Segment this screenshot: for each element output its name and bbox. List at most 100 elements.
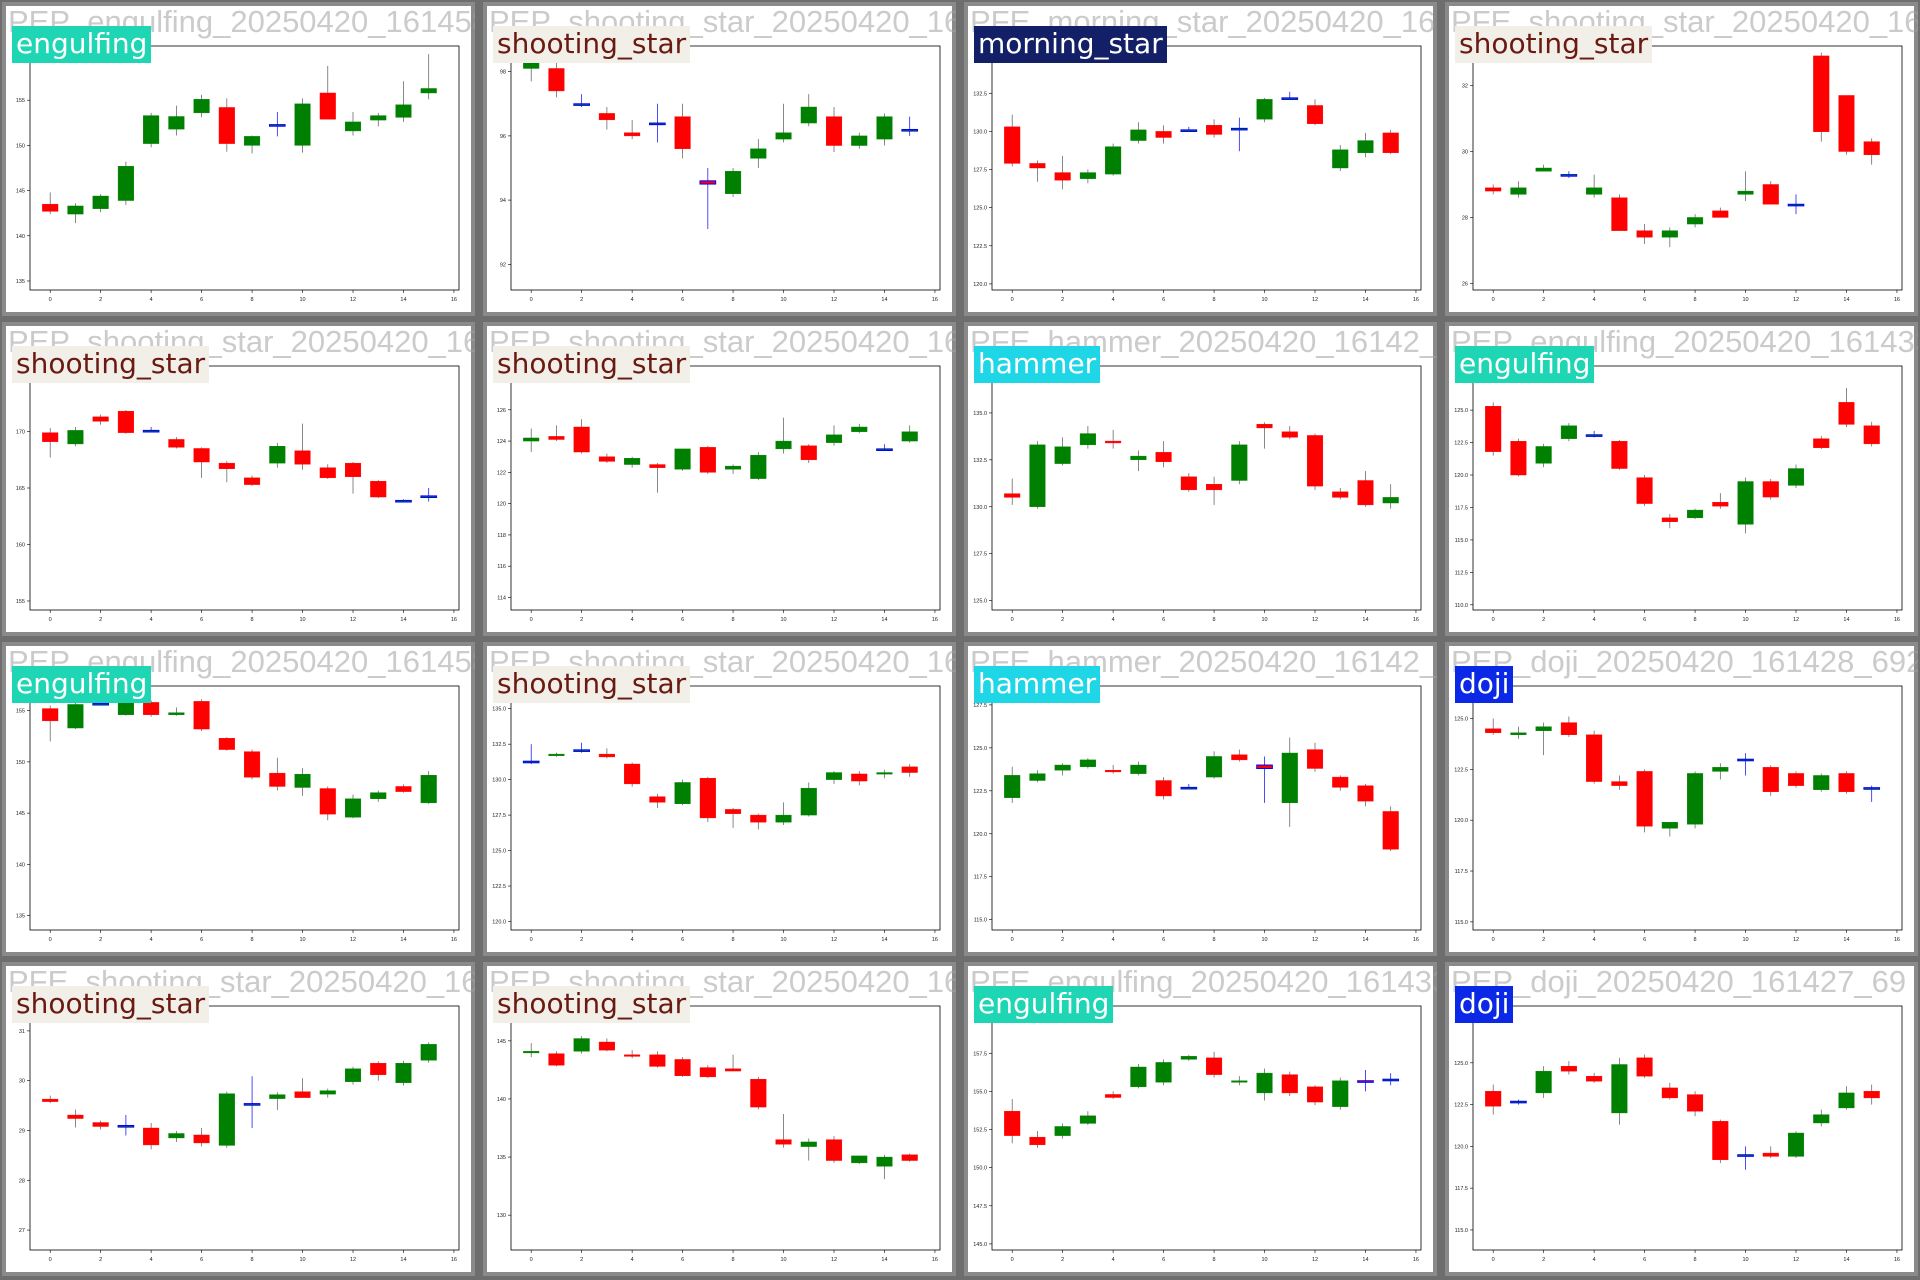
candle-body	[1510, 187, 1527, 195]
y-tick-label: 92	[500, 262, 506, 268]
candle-body	[1737, 758, 1754, 762]
candle	[1737, 753, 1754, 776]
candle	[319, 786, 336, 821]
y-tick-label: 147.5	[973, 1204, 987, 1210]
candle-body	[1712, 767, 1729, 772]
x-tick-label: 10	[1742, 617, 1748, 623]
candle-body	[573, 749, 590, 752]
x-tick-label: 0	[1492, 617, 1495, 623]
candle-body	[1054, 172, 1071, 181]
candle-body	[1586, 734, 1603, 782]
candle-body	[1687, 1094, 1704, 1112]
candle-body	[548, 753, 565, 756]
candle-body	[573, 426, 590, 453]
candle-body	[1180, 476, 1197, 491]
candle	[1256, 97, 1273, 123]
candle	[395, 81, 412, 122]
candle	[294, 768, 311, 796]
candle	[1737, 477, 1754, 534]
candle	[1762, 181, 1779, 205]
y-tick-label: 140	[16, 234, 25, 240]
x-tick-label: 12	[831, 617, 837, 623]
candle-body	[67, 430, 84, 445]
y-tick-label: 120.0	[1454, 818, 1468, 824]
candle-body	[1281, 97, 1299, 100]
candle-body	[1180, 1056, 1197, 1060]
candle-body	[523, 437, 540, 442]
candle-body	[901, 766, 918, 773]
pattern-label: hammer	[974, 346, 1101, 383]
x-tick-label: 2	[1061, 297, 1064, 303]
candle	[1586, 730, 1603, 784]
y-tick-label: 114	[497, 595, 506, 601]
candle-body	[395, 786, 412, 792]
candle-body	[1004, 1111, 1021, 1136]
candle	[244, 475, 261, 486]
candle	[548, 752, 565, 757]
candle-body	[548, 68, 565, 92]
candle	[1382, 806, 1399, 851]
chart-tile: 120.0 122.5 125.0 127.5 130.0 132.5 135.0 0 2 4 6 8…	[483, 642, 956, 956]
x-tick-label: 12	[350, 297, 356, 303]
y-tick-label: 117.5	[1455, 1186, 1468, 1192]
x-tick-label: 6	[200, 617, 203, 623]
candle-body	[1054, 446, 1071, 464]
x-tick-label: 6	[200, 1257, 203, 1263]
candle	[649, 793, 666, 808]
candlestick-plot: 130 135 140 145 0 2 4 6 8 10 12 14 16	[497, 1005, 941, 1263]
candlestick-plot: 115.0 117.5 120.0 122.5 125.0 0 2 4 6 8 10 12 14 16	[1454, 685, 1903, 943]
y-tick-label: 122.5	[1454, 767, 1468, 773]
x-tick-label: 0	[49, 297, 52, 303]
candle-body	[269, 446, 286, 464]
candle-body	[168, 439, 185, 448]
candle-body	[1079, 759, 1096, 767]
y-tick-label: 94	[500, 198, 506, 204]
candle	[1306, 742, 1324, 772]
x-tick-label: 12	[1312, 937, 1318, 943]
candle-body	[522, 760, 540, 764]
candle-body	[598, 456, 615, 462]
candle-body	[825, 1139, 843, 1161]
candle	[750, 452, 767, 481]
candle-body	[1382, 497, 1399, 504]
y-tick-label: 122.5	[492, 884, 506, 890]
candle	[1611, 1057, 1628, 1125]
candle	[699, 1065, 716, 1079]
pattern-label: engulfing	[1455, 346, 1595, 383]
candle-body	[42, 203, 59, 212]
y-tick-label: 155	[16, 709, 25, 715]
x-tick-label: 6	[200, 937, 203, 943]
candle-body	[1737, 190, 1754, 195]
y-tick-label: 120.0	[973, 282, 987, 288]
candle-body	[294, 103, 311, 146]
candle	[674, 779, 691, 806]
chart-tile: 130 135 140 145 0 2 4 6 8 10 12 14 16 PEP_shooting_st…	[483, 962, 956, 1276]
chart-tile: 115.0 117.5 120.0 122.5 125.0 0 2 4 6 8 10 12 14 16 PE…	[1445, 642, 1918, 956]
candle	[370, 112, 387, 127]
candle-body	[1611, 1064, 1628, 1114]
candle	[649, 462, 666, 493]
candle	[598, 107, 615, 130]
candle-body	[1661, 517, 1678, 522]
candle	[775, 417, 792, 454]
candle-body	[1863, 141, 1880, 156]
y-tick-label: 117.5	[974, 875, 987, 881]
y-tick-label: 130.0	[973, 129, 987, 135]
candlestick-plot: 26 28 30 32 0 2 4 6 8 10 12 14 16	[1462, 45, 1903, 303]
candle-body	[244, 136, 261, 146]
y-tick-label: 145	[16, 811, 25, 817]
candle	[1787, 194, 1805, 215]
candle	[1382, 484, 1399, 509]
x-tick-label: 10	[1261, 937, 1267, 943]
candle	[1510, 438, 1527, 477]
candle-body	[1105, 440, 1122, 444]
candle-body	[193, 448, 210, 463]
candle-body	[598, 113, 615, 121]
candle	[725, 168, 742, 197]
candle-body	[1586, 187, 1603, 195]
y-tick-label: 165	[16, 486, 25, 492]
x-tick-label: 16	[932, 1257, 938, 1263]
x-tick-label: 8	[251, 937, 254, 943]
y-tick-label: 140	[16, 862, 25, 868]
candle-body	[775, 814, 792, 823]
